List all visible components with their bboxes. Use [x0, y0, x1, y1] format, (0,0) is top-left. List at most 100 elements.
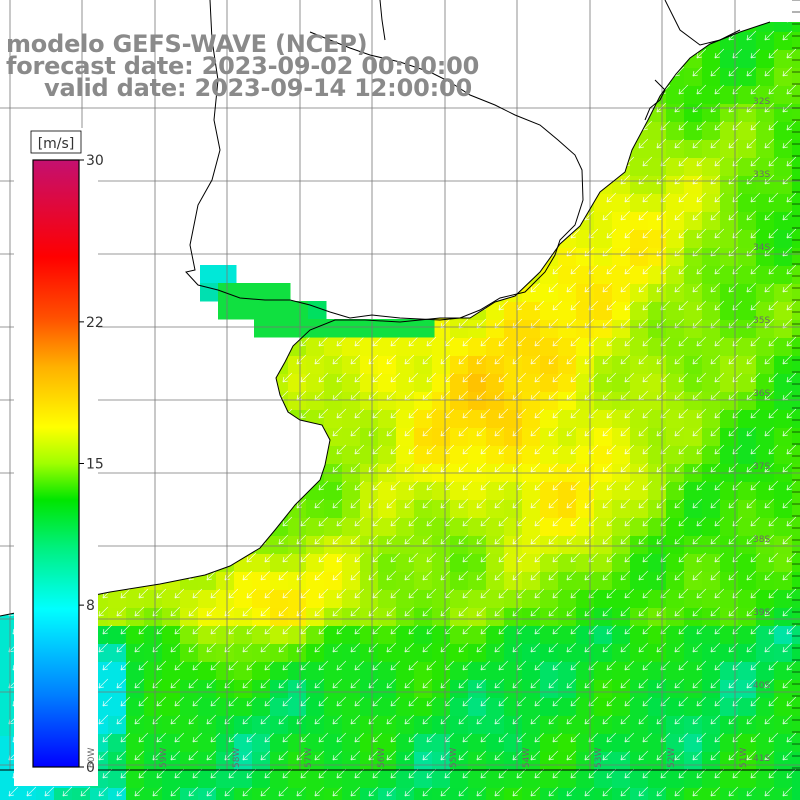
wind-cell — [756, 194, 775, 213]
wind-cell — [774, 284, 793, 303]
wind-cell — [162, 770, 181, 789]
wind-arrow — [696, 372, 707, 383]
wind-cell — [288, 644, 307, 663]
wind-cell — [720, 266, 739, 285]
wind-cell — [414, 500, 433, 519]
wind-arrow — [638, 282, 649, 293]
wind-arrow — [422, 498, 433, 509]
wind-cell — [324, 644, 343, 663]
latitude-label: 39S — [753, 608, 770, 618]
wind-arrow — [98, 786, 109, 797]
wind-cell — [666, 266, 685, 285]
wind-cell — [162, 626, 181, 645]
wind-cell — [558, 410, 577, 429]
wind-arrow — [422, 678, 433, 689]
wind-cell — [540, 410, 559, 429]
wind-cell — [630, 212, 649, 231]
wind-arrow — [566, 462, 577, 473]
wind-cell — [666, 536, 685, 555]
wind-arrow — [354, 336, 365, 347]
wind-arrow — [606, 372, 617, 383]
wind-cell — [126, 734, 145, 753]
wind-cell — [720, 662, 739, 681]
wind-cell — [774, 302, 793, 321]
wind-cell — [648, 482, 667, 501]
wind-arrow — [620, 426, 631, 437]
wind-cell — [234, 572, 253, 591]
wind-cell — [450, 500, 469, 519]
wind-cell — [648, 266, 667, 285]
wind-arrow — [440, 786, 451, 797]
wind-cell — [414, 374, 433, 393]
wind-cell — [630, 770, 649, 789]
wind-arrow — [120, 588, 131, 599]
wind-arrow — [354, 696, 365, 707]
wind-arrow — [116, 606, 127, 617]
wind-arrow — [368, 534, 379, 545]
wind-arrow — [714, 444, 725, 455]
wind-arrow — [674, 354, 685, 365]
wind-cell — [414, 680, 433, 699]
wind-cell — [540, 428, 559, 447]
wind-cell — [360, 770, 379, 789]
wind-cell — [378, 590, 397, 609]
wind-cell — [486, 572, 505, 591]
wind-cell — [774, 176, 793, 195]
wind-arrow — [264, 660, 275, 671]
wind-cell — [522, 608, 541, 627]
wind-arrow — [552, 372, 563, 383]
wind-cell — [324, 680, 343, 699]
wind-cell — [684, 284, 703, 303]
wind-cell — [540, 644, 559, 663]
wind-arrow — [638, 246, 649, 257]
wind-arrow — [750, 372, 761, 383]
wind-arrow — [678, 552, 689, 563]
wind-cell — [594, 590, 613, 609]
wind-cell — [738, 338, 757, 357]
wind-cell — [360, 356, 379, 375]
wind-cell — [216, 662, 235, 681]
wind-cell — [738, 662, 757, 681]
wind-arrow — [224, 786, 235, 797]
wind-arrow — [498, 552, 509, 563]
wind-arrow — [242, 678, 253, 689]
wind-arrow — [728, 606, 739, 617]
wind-arrow — [386, 786, 397, 797]
wind-cell — [576, 626, 595, 645]
wind-arrow — [296, 354, 307, 365]
wind-cell — [666, 392, 685, 411]
wind-cell — [414, 482, 433, 501]
wind-cell — [234, 626, 253, 645]
wind-cell — [450, 374, 469, 393]
wind-arrow — [246, 732, 257, 743]
wind-arrow — [678, 624, 689, 635]
wind-cell — [378, 428, 397, 447]
wind-arrow — [768, 192, 779, 203]
wind-arrow — [584, 678, 595, 689]
wind-arrow — [44, 786, 55, 797]
wind-cell — [612, 608, 631, 627]
wind-cell — [360, 338, 379, 357]
wind-cell — [666, 284, 685, 303]
wind-cell — [270, 644, 289, 663]
wind-arrow — [728, 246, 739, 257]
wind-cell — [252, 644, 271, 663]
wind-cell — [414, 590, 433, 609]
wind-arrow — [584, 642, 595, 653]
wind-arrow — [534, 444, 545, 455]
wind-arrow — [404, 786, 415, 797]
wind-cell — [450, 770, 469, 789]
wind-cell — [342, 338, 361, 357]
wind-cell — [774, 212, 793, 231]
wind-arrow — [620, 606, 631, 617]
wind-arrow — [606, 300, 617, 311]
wind-cell — [234, 698, 253, 717]
wind-cell — [666, 158, 685, 177]
wind-arrow — [534, 372, 545, 383]
wind-arrow — [728, 138, 739, 149]
wind-arrow — [674, 606, 685, 617]
wind-cell — [594, 248, 613, 267]
wind-cell — [252, 680, 271, 699]
rio-de-la-plata-field — [200, 265, 435, 338]
wind-arrow — [498, 696, 509, 707]
